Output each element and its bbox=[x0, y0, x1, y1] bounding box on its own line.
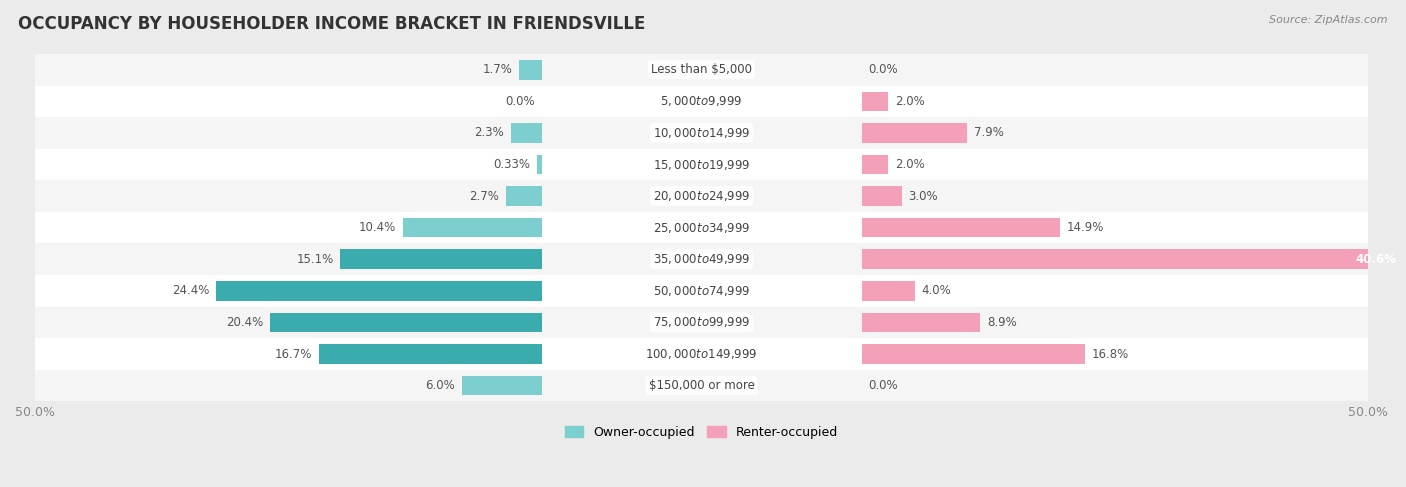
Text: 16.8%: 16.8% bbox=[1092, 348, 1129, 360]
Bar bbox=[35, 338, 1368, 370]
Bar bbox=[862, 313, 980, 332]
Bar bbox=[35, 180, 1368, 212]
Bar bbox=[270, 313, 541, 332]
Text: 40.6%: 40.6% bbox=[1355, 253, 1396, 266]
Bar bbox=[217, 281, 541, 300]
Bar bbox=[862, 123, 967, 143]
Bar bbox=[35, 275, 1368, 307]
Text: 2.0%: 2.0% bbox=[894, 95, 925, 108]
Legend: Owner-occupied, Renter-occupied: Owner-occupied, Renter-occupied bbox=[560, 421, 844, 444]
Text: $5,000 to $9,999: $5,000 to $9,999 bbox=[661, 94, 742, 108]
Text: $75,000 to $99,999: $75,000 to $99,999 bbox=[652, 316, 751, 329]
Bar bbox=[461, 376, 541, 395]
Text: 8.9%: 8.9% bbox=[987, 316, 1017, 329]
Text: Less than $5,000: Less than $5,000 bbox=[651, 63, 752, 76]
Bar bbox=[35, 307, 1368, 338]
Bar bbox=[404, 218, 541, 238]
Text: Source: ZipAtlas.com: Source: ZipAtlas.com bbox=[1270, 15, 1388, 25]
Bar bbox=[35, 86, 1368, 117]
Text: 15.1%: 15.1% bbox=[297, 253, 333, 266]
Text: 2.7%: 2.7% bbox=[470, 189, 499, 203]
Bar bbox=[862, 281, 915, 300]
Text: 24.4%: 24.4% bbox=[173, 284, 209, 298]
Text: 16.7%: 16.7% bbox=[276, 348, 312, 360]
Text: 0.0%: 0.0% bbox=[868, 63, 898, 76]
Text: 2.3%: 2.3% bbox=[474, 127, 505, 139]
Text: 14.9%: 14.9% bbox=[1067, 221, 1104, 234]
Bar bbox=[862, 92, 889, 111]
Bar bbox=[862, 344, 1085, 364]
Text: $35,000 to $49,999: $35,000 to $49,999 bbox=[652, 252, 751, 266]
Bar bbox=[35, 244, 1368, 275]
Bar bbox=[35, 149, 1368, 180]
Bar bbox=[340, 249, 541, 269]
Bar bbox=[862, 187, 901, 206]
Bar bbox=[35, 117, 1368, 149]
Text: 1.7%: 1.7% bbox=[482, 63, 512, 76]
Text: 2.0%: 2.0% bbox=[894, 158, 925, 171]
Text: 10.4%: 10.4% bbox=[359, 221, 396, 234]
Text: 7.9%: 7.9% bbox=[973, 127, 1004, 139]
Bar bbox=[519, 60, 541, 79]
Bar bbox=[35, 54, 1368, 86]
Bar bbox=[537, 155, 541, 174]
Text: OCCUPANCY BY HOUSEHOLDER INCOME BRACKET IN FRIENDSVILLE: OCCUPANCY BY HOUSEHOLDER INCOME BRACKET … bbox=[18, 15, 645, 33]
Text: 20.4%: 20.4% bbox=[226, 316, 263, 329]
Bar bbox=[510, 123, 541, 143]
Text: $20,000 to $24,999: $20,000 to $24,999 bbox=[652, 189, 751, 203]
Bar bbox=[862, 155, 889, 174]
Text: 0.0%: 0.0% bbox=[505, 95, 534, 108]
Bar bbox=[862, 218, 1060, 238]
Text: 4.0%: 4.0% bbox=[921, 284, 952, 298]
Bar bbox=[35, 212, 1368, 244]
Text: 0.0%: 0.0% bbox=[868, 379, 898, 392]
Bar bbox=[862, 249, 1403, 269]
Text: $10,000 to $14,999: $10,000 to $14,999 bbox=[652, 126, 751, 140]
Bar bbox=[319, 344, 541, 364]
Text: $150,000 or more: $150,000 or more bbox=[648, 379, 755, 392]
Text: $50,000 to $74,999: $50,000 to $74,999 bbox=[652, 284, 751, 298]
Bar bbox=[35, 370, 1368, 401]
Text: $100,000 to $149,999: $100,000 to $149,999 bbox=[645, 347, 758, 361]
Text: 3.0%: 3.0% bbox=[908, 189, 938, 203]
Text: $25,000 to $34,999: $25,000 to $34,999 bbox=[652, 221, 751, 235]
Text: $15,000 to $19,999: $15,000 to $19,999 bbox=[652, 157, 751, 171]
Bar bbox=[506, 187, 541, 206]
Text: 0.33%: 0.33% bbox=[494, 158, 530, 171]
Text: 6.0%: 6.0% bbox=[425, 379, 456, 392]
